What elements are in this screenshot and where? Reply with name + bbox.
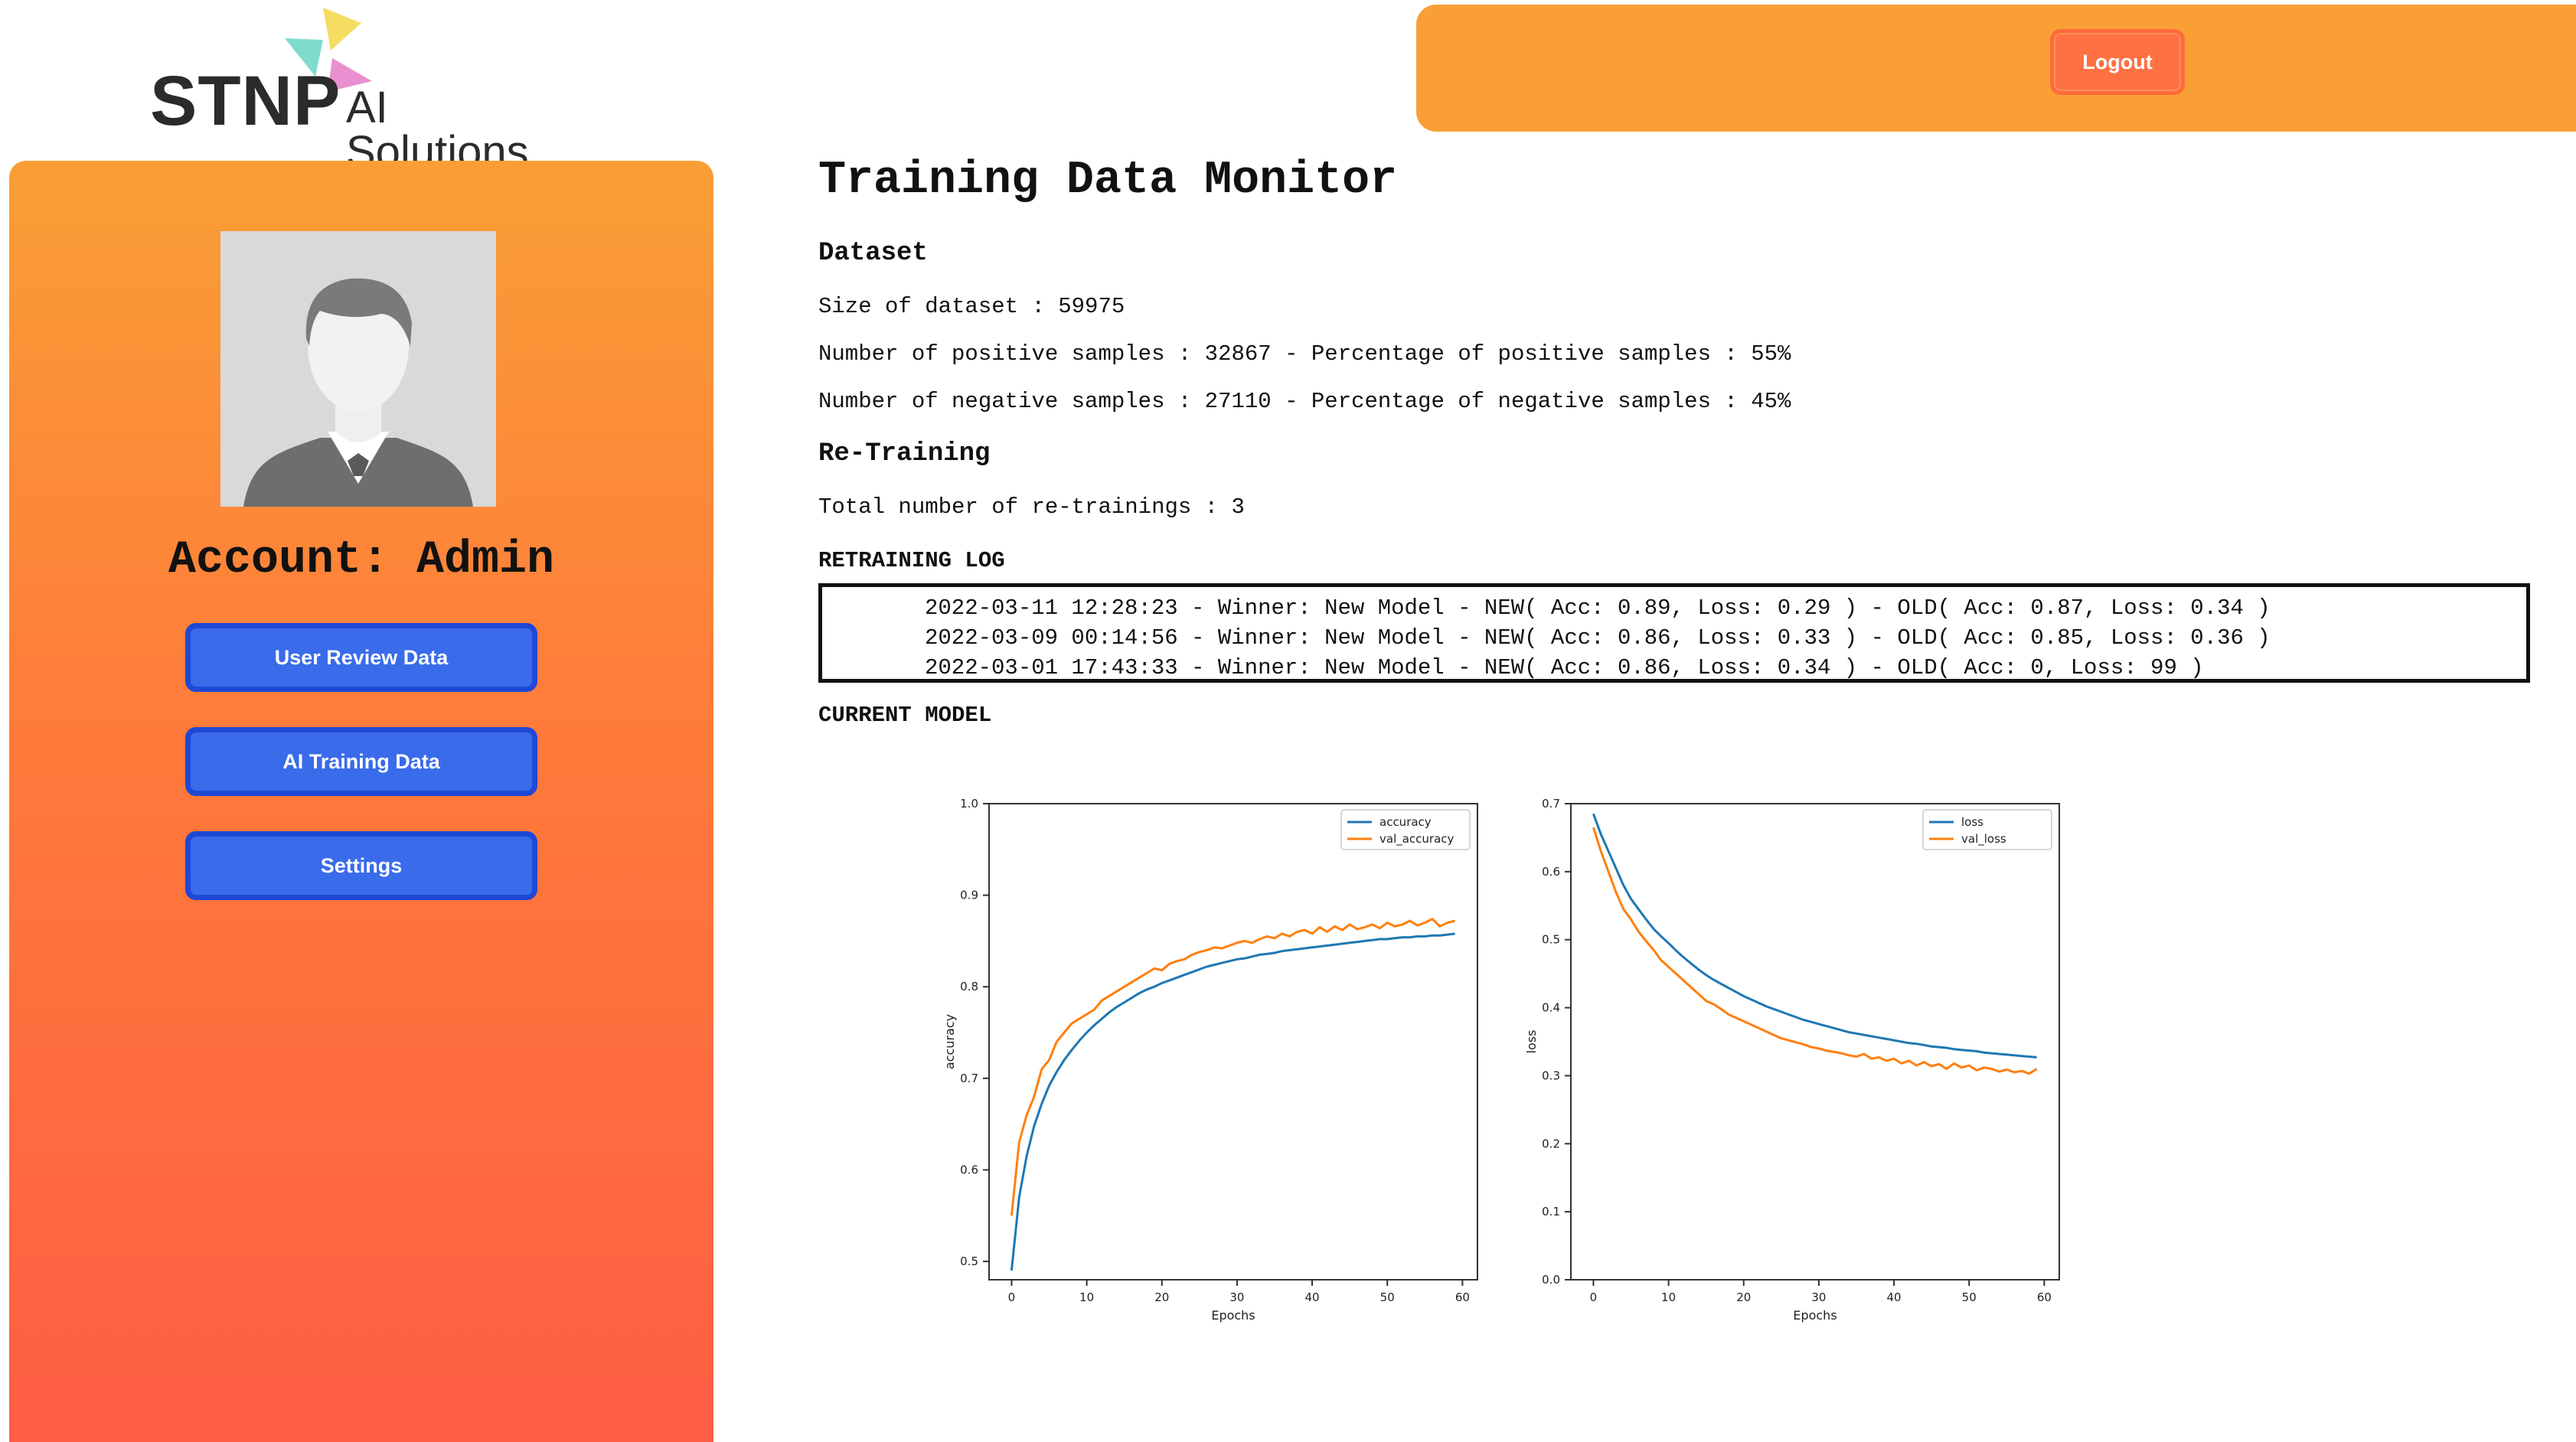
legend-label: val_loss	[1961, 832, 2006, 847]
x-tick-label: 20	[1154, 1290, 1169, 1304]
x-tick-label: 60	[2037, 1290, 2052, 1304]
x-tick-label: 10	[1661, 1290, 1676, 1304]
settings-button[interactable]: Settings	[185, 831, 537, 900]
user-review-data-button[interactable]: User Review Data	[185, 623, 537, 692]
y-tick-label: 0.5	[960, 1254, 978, 1268]
sidebar: Account: Admin User Review Data AI Train…	[9, 161, 713, 1442]
y-axis-label: accuracy	[942, 1014, 957, 1069]
retraining-log-heading: RETRAINING LOG	[818, 548, 1005, 573]
x-tick-label: 50	[1380, 1290, 1395, 1304]
x-tick-label: 40	[1305, 1290, 1320, 1304]
y-tick-label: 0.9	[960, 889, 978, 902]
y-tick-label: 0.7	[960, 1072, 978, 1085]
dataset-size: Size of dataset : 59975	[818, 294, 1125, 319]
y-tick-label: 0.2	[1542, 1137, 1560, 1150]
x-axis-label: Epochs	[1211, 1308, 1255, 1323]
current-model-heading: CURRENT MODEL	[818, 703, 992, 728]
series-line-val_accuracy	[1010, 917, 1455, 1216]
y-tick-label: 0.6	[1542, 865, 1560, 879]
positive-samples: Number of positive samples : 32867 - Per…	[818, 341, 1791, 367]
plot-frame	[988, 803, 1478, 1281]
x-tick-label: 40	[1887, 1290, 1902, 1304]
ai-training-data-button[interactable]: AI Training Data	[185, 727, 537, 796]
logo-triangles-icon	[285, 8, 372, 92]
company-logo: STNP AI Solutions	[145, 6, 574, 175]
logout-button[interactable]: Logout	[2050, 29, 2185, 95]
x-tick-label: 0	[1590, 1290, 1598, 1304]
y-axis-label: loss	[1524, 1030, 1539, 1054]
y-tick-label: 0.8	[960, 980, 978, 993]
x-tick-label: 50	[1962, 1290, 1977, 1304]
log-entry: 2022-03-11 12:28:23 - Winner: New Model …	[925, 595, 2271, 621]
x-axis-label: Epochs	[1793, 1308, 1837, 1323]
y-tick-label: 0.5	[1542, 933, 1560, 947]
accuracy-chart: 0 10 20 30 40 50 60 0.5 0.6 0.7 0.8 0.9 1.0 Epochs acc…	[942, 797, 1478, 1323]
legend-label: loss	[1961, 815, 1983, 829]
series-line-val_loss	[1592, 827, 2038, 1075]
negative-samples: Number of negative samples : 27110 - Per…	[818, 389, 1791, 414]
logo-brand: STNP	[150, 62, 341, 140]
series-line-accuracy	[1010, 932, 1455, 1271]
log-entry: 2022-03-01 17:43:33 - Winner: New Model …	[925, 655, 2204, 680]
legend-label: val_accuracy	[1379, 832, 1455, 847]
plot-frame	[1570, 803, 2060, 1281]
series-line-loss	[1592, 813, 2037, 1059]
total-retrainings: Total number of re-trainings : 3	[818, 494, 1245, 520]
legend-box	[1340, 809, 1471, 850]
header-bar: Logout	[1416, 5, 2576, 132]
y-tick-label: 0.1	[1542, 1205, 1560, 1219]
user-silhouette-icon	[220, 231, 496, 507]
x-tick-label: 60	[1455, 1290, 1470, 1304]
y-tick-label: 0.3	[1542, 1068, 1560, 1082]
page-title: Training Data Monitor	[818, 155, 1398, 207]
retraining-heading: Re-Training	[818, 439, 991, 468]
x-tick-label: 30	[1229, 1290, 1244, 1304]
dataset-heading: Dataset	[818, 239, 928, 268]
legend-box	[1922, 809, 2052, 850]
x-tick-label: 10	[1079, 1290, 1094, 1304]
retraining-log: 2022-03-11 12:28:23 - Winner: New Model …	[818, 583, 2530, 683]
x-tick-label: 30	[1811, 1290, 1826, 1304]
log-entry: 2022-03-09 00:14:56 - Winner: New Model …	[925, 625, 2271, 651]
x-tick-label: 0	[1008, 1290, 1016, 1304]
y-tick-label: 0.0	[1542, 1273, 1560, 1287]
x-tick-label: 20	[1736, 1290, 1751, 1304]
account-label: Account: Admin	[168, 534, 555, 586]
avatar	[220, 231, 496, 507]
y-tick-label: 1.0	[960, 797, 978, 811]
y-tick-label: 0.4	[1542, 1001, 1560, 1015]
y-tick-label: 0.6	[960, 1163, 978, 1176]
loss-chart: 0 10 20 30 40 50 60 0.0 0.1 0.2 0.3 0.4 0.5 0.6 0.7 Epo…	[1524, 797, 2060, 1323]
legend-label: accuracy	[1379, 815, 1432, 829]
y-tick-label: 0.7	[1542, 797, 1560, 811]
